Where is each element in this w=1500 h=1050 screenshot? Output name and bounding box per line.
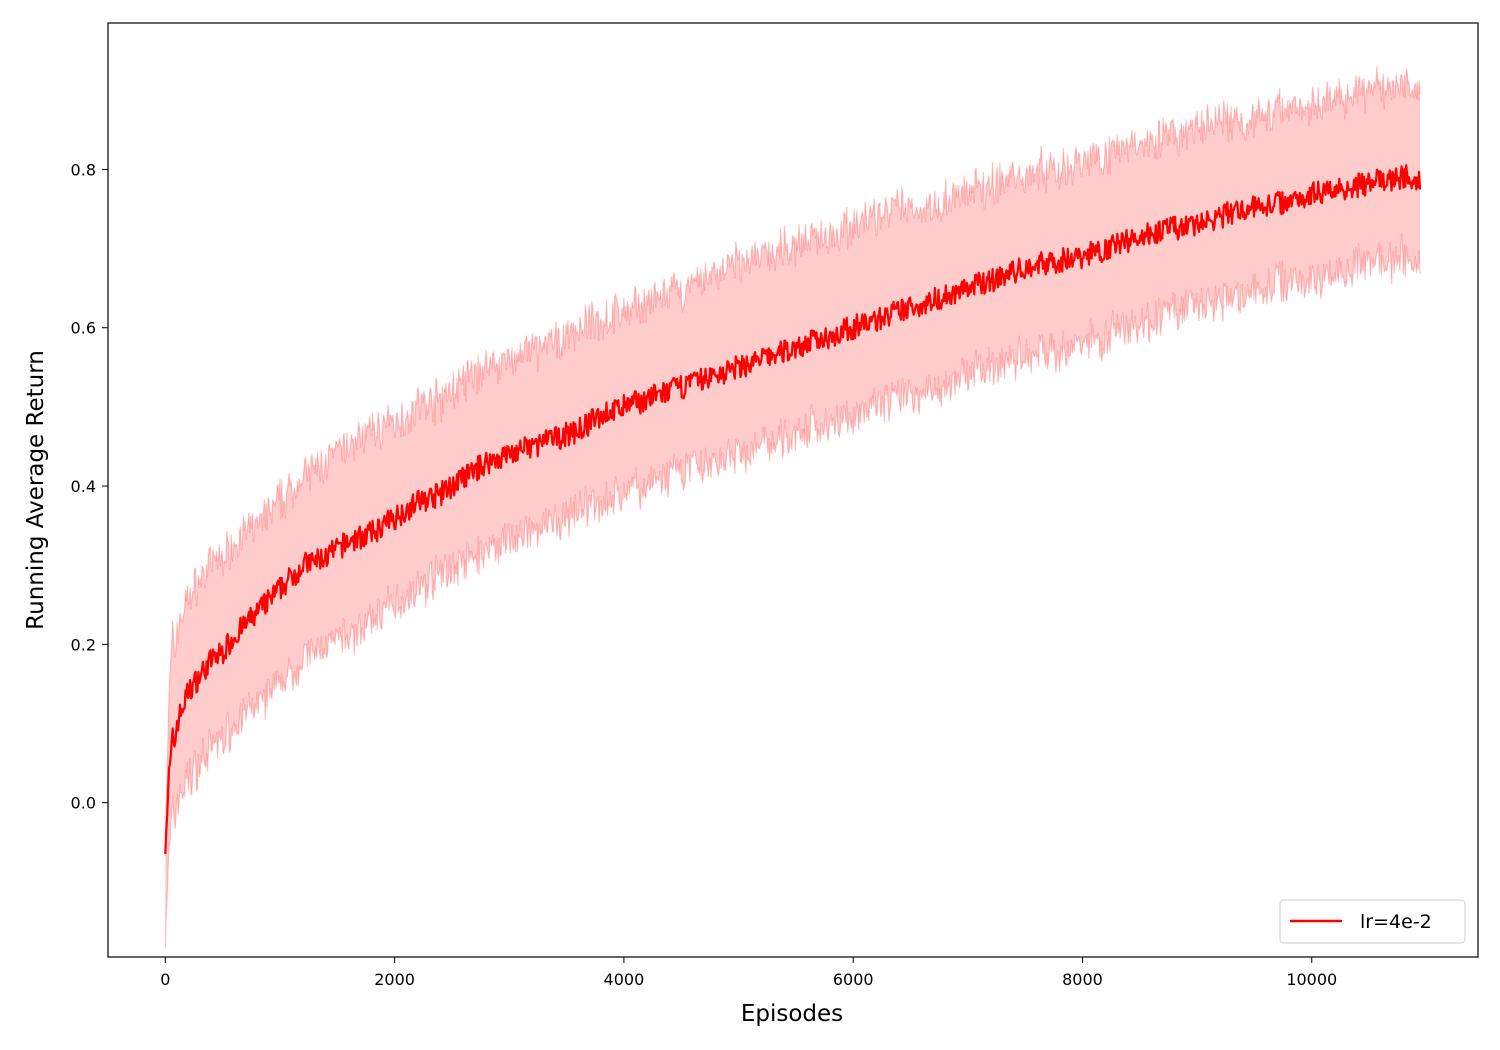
x-axis-label: Episodes <box>741 1001 843 1027</box>
x-tick-label: 0 <box>160 970 170 989</box>
x-tick-label: 4000 <box>604 970 645 989</box>
y-tick-label: 0.0 <box>71 794 96 813</box>
plot-frame <box>107 22 1479 958</box>
lower-bound-line <box>164 233 1421 949</box>
x-tick-label: 6000 <box>833 970 874 989</box>
y-tick-label: 0.4 <box>71 477 96 496</box>
mean-line <box>164 164 1422 855</box>
legend-entry-label: lr=4e-2 <box>1360 911 1432 933</box>
x-tick-label: 2000 <box>374 970 415 989</box>
std-band <box>165 66 1420 949</box>
y-tick-label: 0.6 <box>71 319 96 338</box>
upper-bound-line <box>164 66 1421 836</box>
x-tick-label: 8000 <box>1062 970 1103 989</box>
y-tick-label: 0.8 <box>71 160 96 179</box>
plot-area <box>164 66 1422 949</box>
y-tick-label: 0.2 <box>71 635 96 654</box>
y-axis-label: Running Average Return <box>23 350 49 630</box>
y-axis-ticks: 0.0 0.2 0.4 0.6 0.8 <box>71 160 108 813</box>
x-tick-label: 10000 <box>1286 970 1337 989</box>
x-axis-ticks: 0 2000 4000 6000 8000 10000 <box>160 957 1337 989</box>
legend-box <box>1279 899 1466 944</box>
legend: lr=4e-2 <box>1279 899 1466 944</box>
